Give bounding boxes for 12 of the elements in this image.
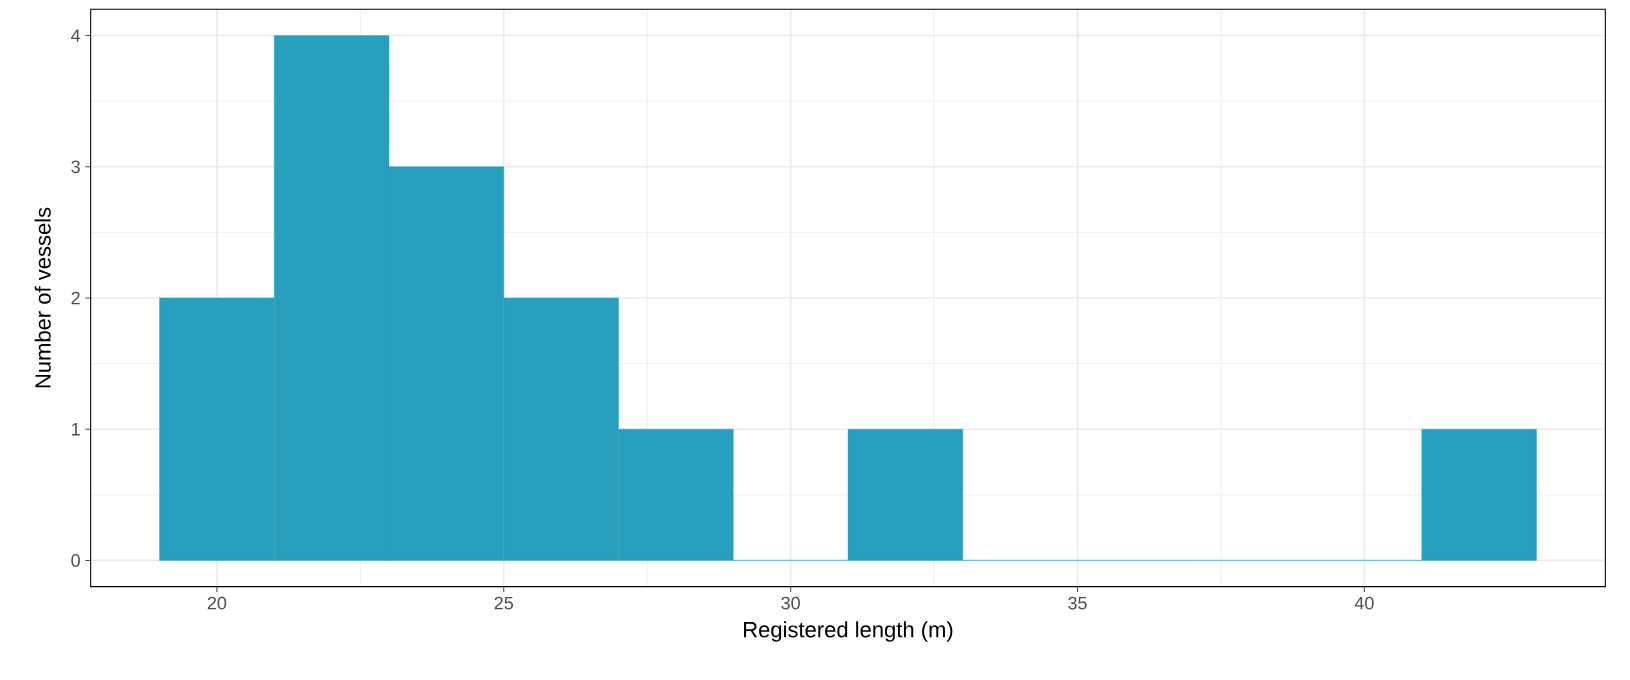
- x-axis-title: Registered length (m): [744, 621, 953, 642]
- x-tick-label: 40: [1354, 596, 1374, 610]
- x-tick-label: 30: [781, 596, 800, 610]
- y-tick-label: 0: [71, 554, 80, 567]
- y-tick-label: 2: [71, 291, 80, 305]
- x-tick-label: 35: [1068, 596, 1087, 610]
- y-tick-label: 4: [71, 29, 81, 42]
- x-tick-label: 20: [207, 596, 227, 610]
- y-axis-title: Number of vessels: [34, 207, 51, 388]
- y-tick-label: 1: [72, 423, 80, 436]
- y-tick-label: 3: [71, 160, 80, 174]
- x-tick-label: 25: [494, 596, 514, 610]
